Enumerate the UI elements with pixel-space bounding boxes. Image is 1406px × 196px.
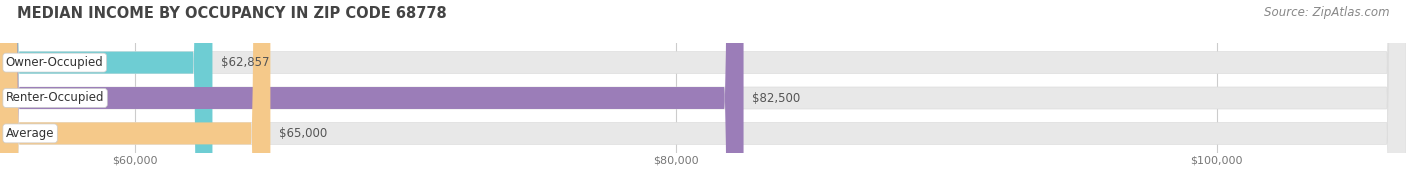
FancyBboxPatch shape (0, 0, 744, 196)
FancyBboxPatch shape (0, 0, 212, 196)
Text: MEDIAN INCOME BY OCCUPANCY IN ZIP CODE 68778: MEDIAN INCOME BY OCCUPANCY IN ZIP CODE 6… (17, 6, 447, 21)
Text: Source: ZipAtlas.com: Source: ZipAtlas.com (1264, 6, 1389, 19)
Text: Owner-Occupied: Owner-Occupied (6, 56, 104, 69)
Text: $65,000: $65,000 (278, 127, 328, 140)
Text: Average: Average (6, 127, 55, 140)
FancyBboxPatch shape (0, 0, 270, 196)
Text: $82,500: $82,500 (752, 92, 800, 104)
Text: Renter-Occupied: Renter-Occupied (6, 92, 104, 104)
Text: $62,857: $62,857 (221, 56, 270, 69)
